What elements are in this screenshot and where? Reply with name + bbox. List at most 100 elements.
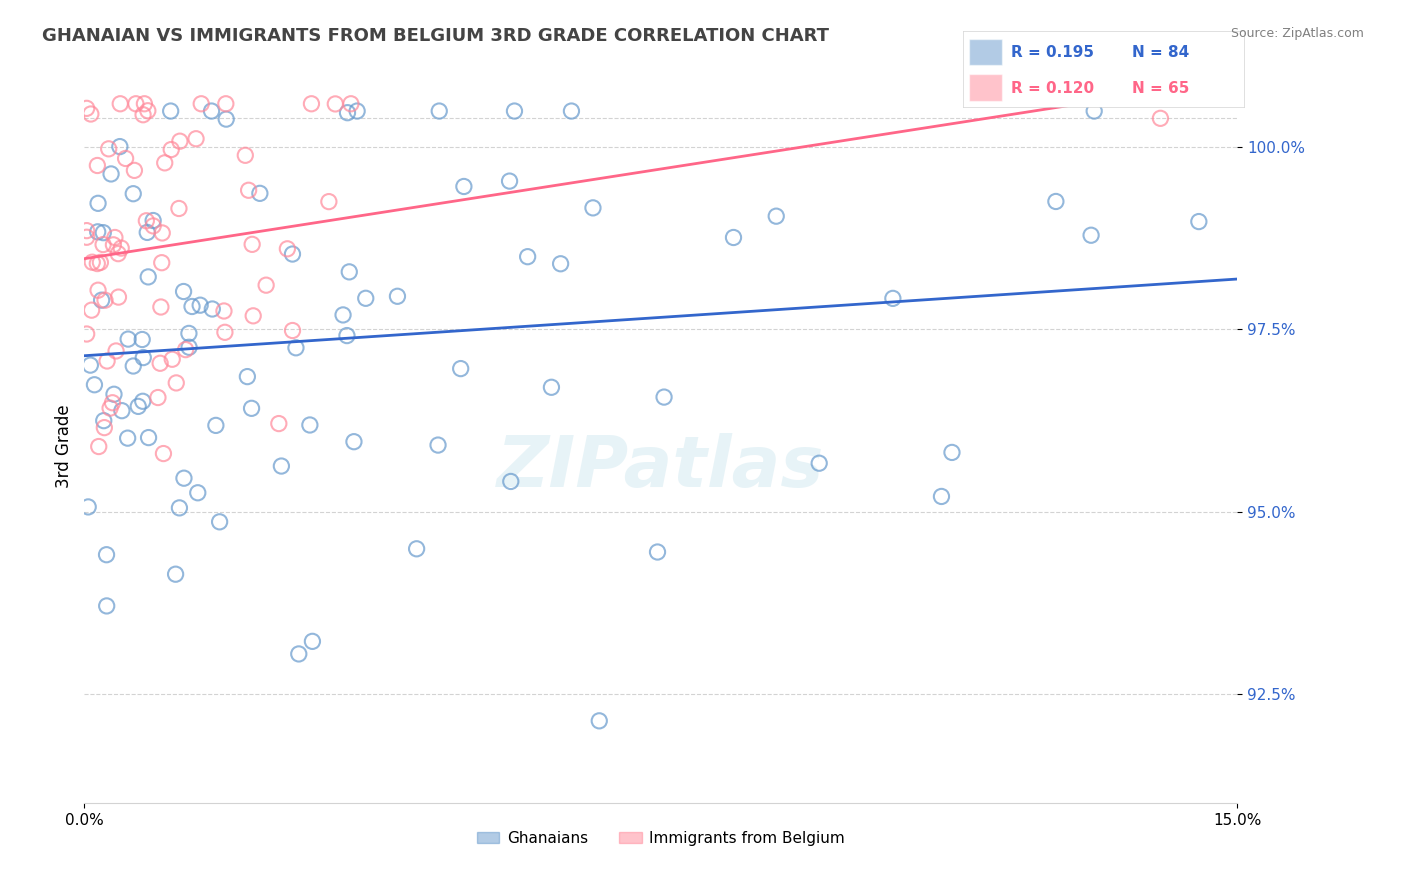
Point <box>124 163 146 178</box>
Point <box>136 103 159 118</box>
Point <box>142 219 165 233</box>
Point <box>284 341 307 355</box>
Point <box>427 438 450 452</box>
Text: GHANAIAN VS IMMIGRANTS FROM BELGIUM 3RD GRADE CORRELATION CHART: GHANAIAN VS IMMIGRANTS FROM BELGIUM 3RD … <box>42 27 830 45</box>
Text: R = 0.195: R = 0.195 <box>1011 45 1094 60</box>
Point <box>77 500 100 514</box>
Point <box>238 183 260 197</box>
Point <box>98 401 121 416</box>
Point <box>340 96 363 111</box>
Point <box>1149 112 1171 126</box>
Point <box>150 256 173 270</box>
Y-axis label: 3rd Grade: 3rd Grade <box>55 404 73 488</box>
Point <box>107 246 129 260</box>
Point <box>105 343 128 358</box>
Point <box>1045 194 1067 209</box>
Point <box>142 213 165 227</box>
Point <box>498 174 520 188</box>
Point <box>169 134 191 148</box>
Point <box>111 403 134 417</box>
Point <box>91 226 114 240</box>
Point <box>80 303 103 318</box>
Text: R = 0.120: R = 0.120 <box>1011 80 1094 95</box>
Point <box>114 152 136 166</box>
Point <box>165 376 187 390</box>
Point <box>236 369 259 384</box>
Point <box>103 387 125 401</box>
Point <box>149 356 172 370</box>
Point <box>131 333 153 347</box>
Point <box>167 202 190 216</box>
Point <box>132 394 155 409</box>
Point <box>169 500 191 515</box>
Point <box>122 359 145 373</box>
Point <box>76 101 98 115</box>
Point <box>1080 228 1102 243</box>
Point <box>188 298 211 312</box>
Text: N = 65: N = 65 <box>1132 80 1189 95</box>
Point <box>336 105 359 120</box>
Point <box>173 471 195 485</box>
Point <box>205 418 228 433</box>
Point <box>560 103 582 118</box>
Point <box>301 634 323 648</box>
Point <box>127 400 149 414</box>
Point <box>159 103 181 118</box>
Point <box>503 103 526 118</box>
Point <box>79 358 101 372</box>
Point <box>87 196 110 211</box>
Point <box>516 250 538 264</box>
Point <box>281 247 304 261</box>
Point <box>86 225 108 239</box>
Text: ZIPatlas: ZIPatlas <box>498 433 824 502</box>
Point <box>332 308 354 322</box>
Text: Source: ZipAtlas.com: Source: ZipAtlas.com <box>1230 27 1364 40</box>
Point <box>298 417 321 432</box>
Point <box>93 420 115 434</box>
Bar <box>969 74 1002 101</box>
Point <box>242 309 264 323</box>
Point <box>499 475 522 489</box>
Point <box>80 107 103 121</box>
Point <box>135 214 157 228</box>
Point <box>86 159 108 173</box>
Point <box>187 485 209 500</box>
Point <box>318 194 340 209</box>
Point <box>122 186 145 201</box>
Point <box>453 179 475 194</box>
Point <box>931 490 953 504</box>
Point <box>427 103 450 118</box>
Point <box>208 515 231 529</box>
Point <box>104 230 127 244</box>
Point <box>87 440 110 454</box>
Point <box>174 343 197 357</box>
Point <box>134 96 156 111</box>
Point <box>808 456 831 470</box>
Point <box>276 242 298 256</box>
Point <box>101 396 124 410</box>
Point <box>215 112 238 127</box>
Point <box>138 431 160 445</box>
Point <box>96 354 118 368</box>
Point <box>97 142 120 156</box>
Point <box>1188 214 1211 228</box>
Point <box>149 300 172 314</box>
Point <box>117 431 139 445</box>
Point <box>152 446 174 460</box>
Point <box>765 209 787 223</box>
Point <box>336 328 359 343</box>
Point <box>136 226 159 240</box>
Point <box>387 289 409 303</box>
Point <box>214 326 236 340</box>
Point <box>240 401 263 416</box>
Point <box>233 148 256 162</box>
Point <box>150 226 173 240</box>
Point <box>177 340 200 354</box>
Point <box>89 255 111 269</box>
Point <box>181 300 204 314</box>
Point <box>346 103 368 118</box>
Point <box>132 351 155 365</box>
Point <box>540 380 562 394</box>
Bar <box>969 38 1002 65</box>
Point <box>93 414 115 428</box>
